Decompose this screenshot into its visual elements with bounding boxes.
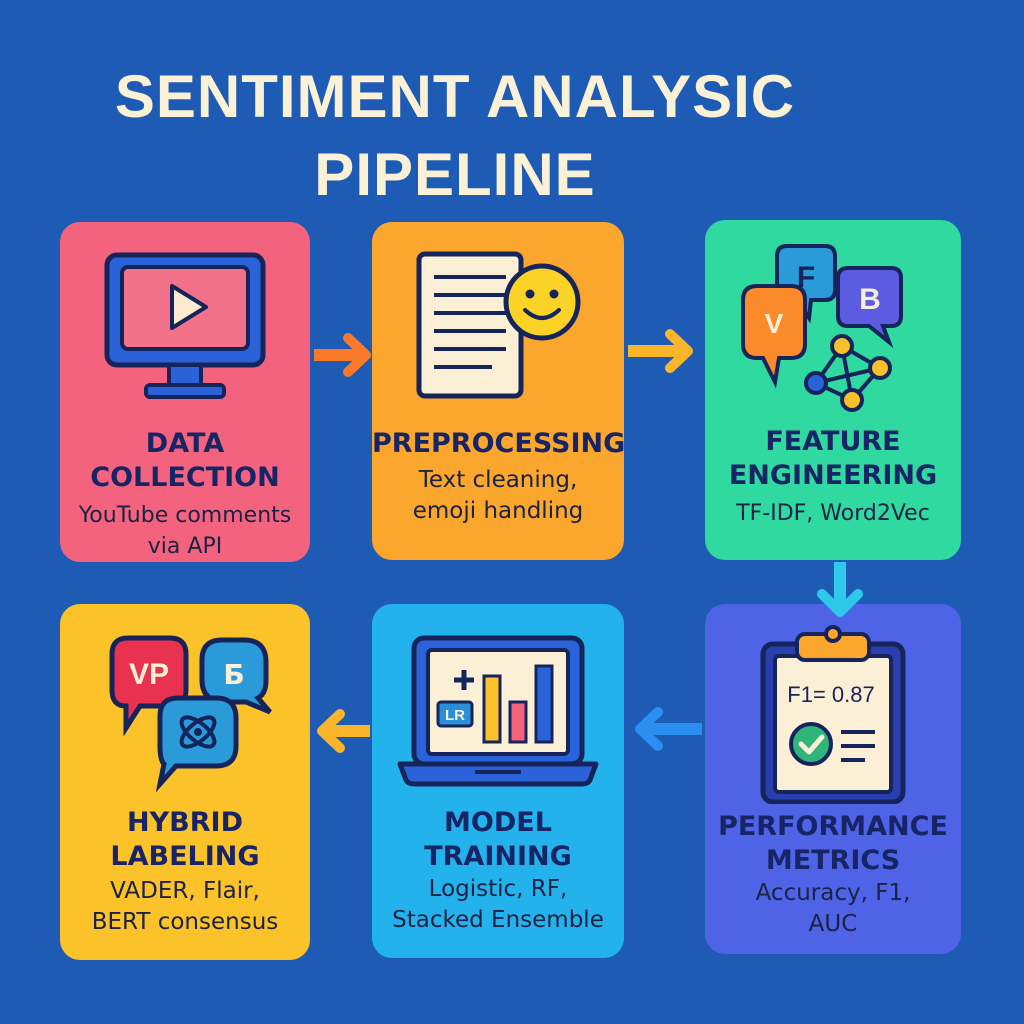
feature-engineering-heading-1: FEATURE xyxy=(765,426,901,457)
card-data-collection: DATA COLLECTION YouTube comments via API xyxy=(60,222,310,562)
clipboard-check-icon: F1= 0.87 xyxy=(760,625,906,804)
document-smiley-icon xyxy=(416,251,581,399)
arrow-left-icon xyxy=(635,707,702,751)
title-line-2: PIPELINE xyxy=(314,141,596,208)
hybrid-labeling-desc-1: VADER, Flair, xyxy=(110,878,260,904)
arrow-right-icon xyxy=(314,333,371,377)
bubble-cyrillic-b-text: Б xyxy=(223,658,244,691)
feature-engineering-heading-2: ENGINEERING xyxy=(728,460,938,491)
performance-metrics-desc-1: Accuracy, F1, xyxy=(755,880,911,906)
monitor-play-icon xyxy=(104,252,266,399)
card-hybrid-labeling: VP Б HYBRID LABELING VADER, Flair, BERT … xyxy=(60,604,310,960)
preprocessing-heading: PREPROCESSING xyxy=(372,428,626,459)
bubble-v-text: V xyxy=(765,308,784,339)
data-collection-heading-2: COLLECTION xyxy=(90,462,280,493)
hybrid-labeling-heading-2: LABELING xyxy=(110,841,260,872)
model-training-desc-2: Stacked Ensemble xyxy=(392,907,604,933)
arrow-left-icon xyxy=(317,709,370,753)
hybrid-labeling-heading-1: HYBRID xyxy=(127,807,243,838)
preprocessing-desc-1: Text cleaning, xyxy=(418,467,578,493)
page-title: SENTIMENT ANALYSIC PIPELINE xyxy=(0,58,910,214)
hybrid-labeling-desc-2: BERT consensus xyxy=(91,909,279,935)
bubble-b-text: B xyxy=(859,283,881,316)
card-performance-metrics: F1= 0.87 PERFORMANCE METRICS Accuracy, F… xyxy=(705,604,961,954)
title-line-1: SENTIMENT ANALYSIC xyxy=(114,63,796,130)
arrow-right-icon xyxy=(628,329,693,373)
preprocessing-desc-2: emoji handling xyxy=(412,498,584,524)
arrow-down-icon xyxy=(817,562,863,617)
laptop-chart-icon: LR xyxy=(397,635,599,787)
performance-metrics-desc-2: AUC xyxy=(808,911,858,937)
speech-bubbles-icon: VP Б xyxy=(109,635,272,793)
card-preprocessing: PREPROCESSING Text cleaning, emoji handl… xyxy=(372,222,626,560)
bubble-vp-text: VP xyxy=(129,658,169,691)
clipboard-metric-text: F1= 0.87 xyxy=(787,682,874,707)
performance-metrics-heading-2: METRICS xyxy=(765,845,901,876)
card-feature-engineering: F B V FEATURE ENGINEERING TF-IDF, Word2V… xyxy=(705,220,961,560)
data-collection-desc-2: via API xyxy=(147,534,223,559)
model-training-heading-1: MODEL xyxy=(444,807,552,838)
speech-bubbles-network-icon: F B V xyxy=(741,244,903,412)
model-training-desc-1: Logistic, RF, xyxy=(428,876,568,902)
bubble-f-text: F xyxy=(797,261,815,294)
card-model-training: LR MODEL TRAINING Logistic, RF, Stacked … xyxy=(372,604,624,958)
model-training-heading-2: TRAINING xyxy=(424,841,572,872)
performance-metrics-heading-1: PERFORMANCE xyxy=(718,811,948,842)
feature-engineering-desc: TF-IDF, Word2Vec xyxy=(736,501,930,526)
chart-label-lr: LR xyxy=(445,707,465,724)
data-collection-heading-1: DATA xyxy=(145,428,225,459)
data-collection-desc-1: YouTube comments xyxy=(78,503,292,528)
